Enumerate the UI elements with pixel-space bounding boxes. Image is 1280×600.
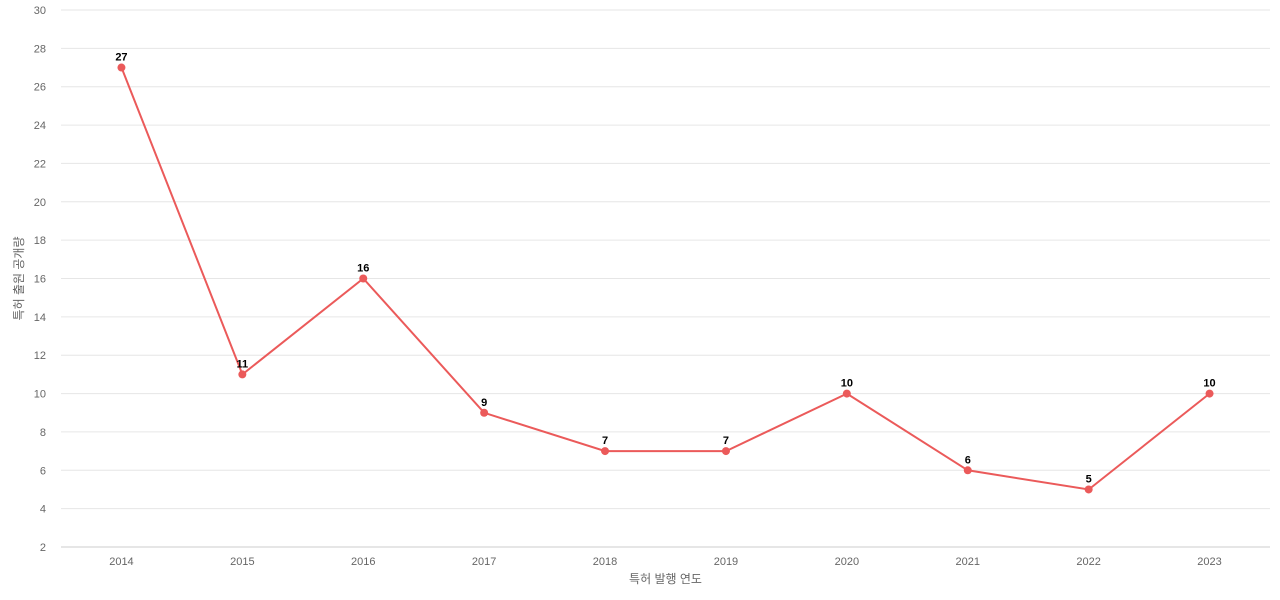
gridlines: [61, 9, 1270, 510]
y-axis-title: 특허 출원 공개량: [12, 237, 26, 321]
series-line: [120, 67, 1211, 491]
x-tick-label: 2016: [351, 556, 375, 568]
y-tick-label: 6: [40, 465, 46, 477]
y-tick-label: 18: [34, 235, 46, 247]
data-label: 6: [965, 454, 971, 466]
data-point: [601, 447, 610, 456]
x-axis-ticks: 2014 2015 2016 2017 2018 2019 2020 2021 2022 2023: [109, 556, 1222, 568]
x-axis-title: 특허 발행 연도: [629, 571, 702, 586]
x-tick-label: 2019: [714, 556, 738, 568]
y-tick-label: 16: [34, 274, 46, 286]
data-label: 7: [723, 435, 729, 447]
data-point: [963, 466, 972, 475]
data-label: 9: [481, 397, 487, 409]
y-tick-label: 28: [34, 43, 46, 55]
y-tick-label: 8: [40, 427, 46, 439]
data-label: 5: [1086, 473, 1092, 485]
y-tick-label: 2: [40, 542, 46, 554]
x-tick-label: 2014: [109, 556, 133, 568]
x-tick-label: 2022: [1076, 556, 1100, 568]
data-points: [117, 63, 1214, 494]
data-labels: 27 11 16 9 7 7 10 6 5 10: [115, 52, 1215, 486]
x-tick-label: 2018: [593, 556, 617, 568]
data-label: 11: [237, 358, 249, 370]
data-point: [238, 370, 247, 379]
x-tick-label: 2021: [956, 556, 980, 568]
y-tick-label: 20: [34, 197, 46, 209]
data-point: [480, 408, 489, 417]
data-label: 10: [841, 378, 853, 390]
data-label: 27: [115, 52, 127, 64]
y-tick-label: 26: [34, 82, 46, 94]
data-label: 7: [602, 435, 608, 447]
data-point: [1084, 485, 1093, 494]
y-tick-label: 22: [34, 158, 46, 170]
y-tick-label: 4: [40, 504, 46, 516]
x-tick-label: 2020: [835, 556, 859, 568]
y-tick-label: 14: [34, 312, 46, 324]
data-point: [1205, 389, 1214, 398]
data-label: 16: [357, 263, 369, 275]
y-tick-label: 12: [34, 350, 46, 362]
data-point: [842, 389, 851, 398]
data-point: [359, 274, 368, 283]
data-label: 10: [1203, 378, 1215, 390]
data-point: [117, 63, 126, 72]
x-tick-label: 2017: [472, 556, 496, 568]
y-tick-label: 24: [34, 120, 46, 132]
y-tick-label: 10: [34, 389, 46, 401]
x-tick-label: 2023: [1197, 556, 1221, 568]
y-tick-label: 30: [34, 5, 46, 17]
data-point: [721, 447, 730, 456]
x-tick-label: 2015: [230, 556, 254, 568]
